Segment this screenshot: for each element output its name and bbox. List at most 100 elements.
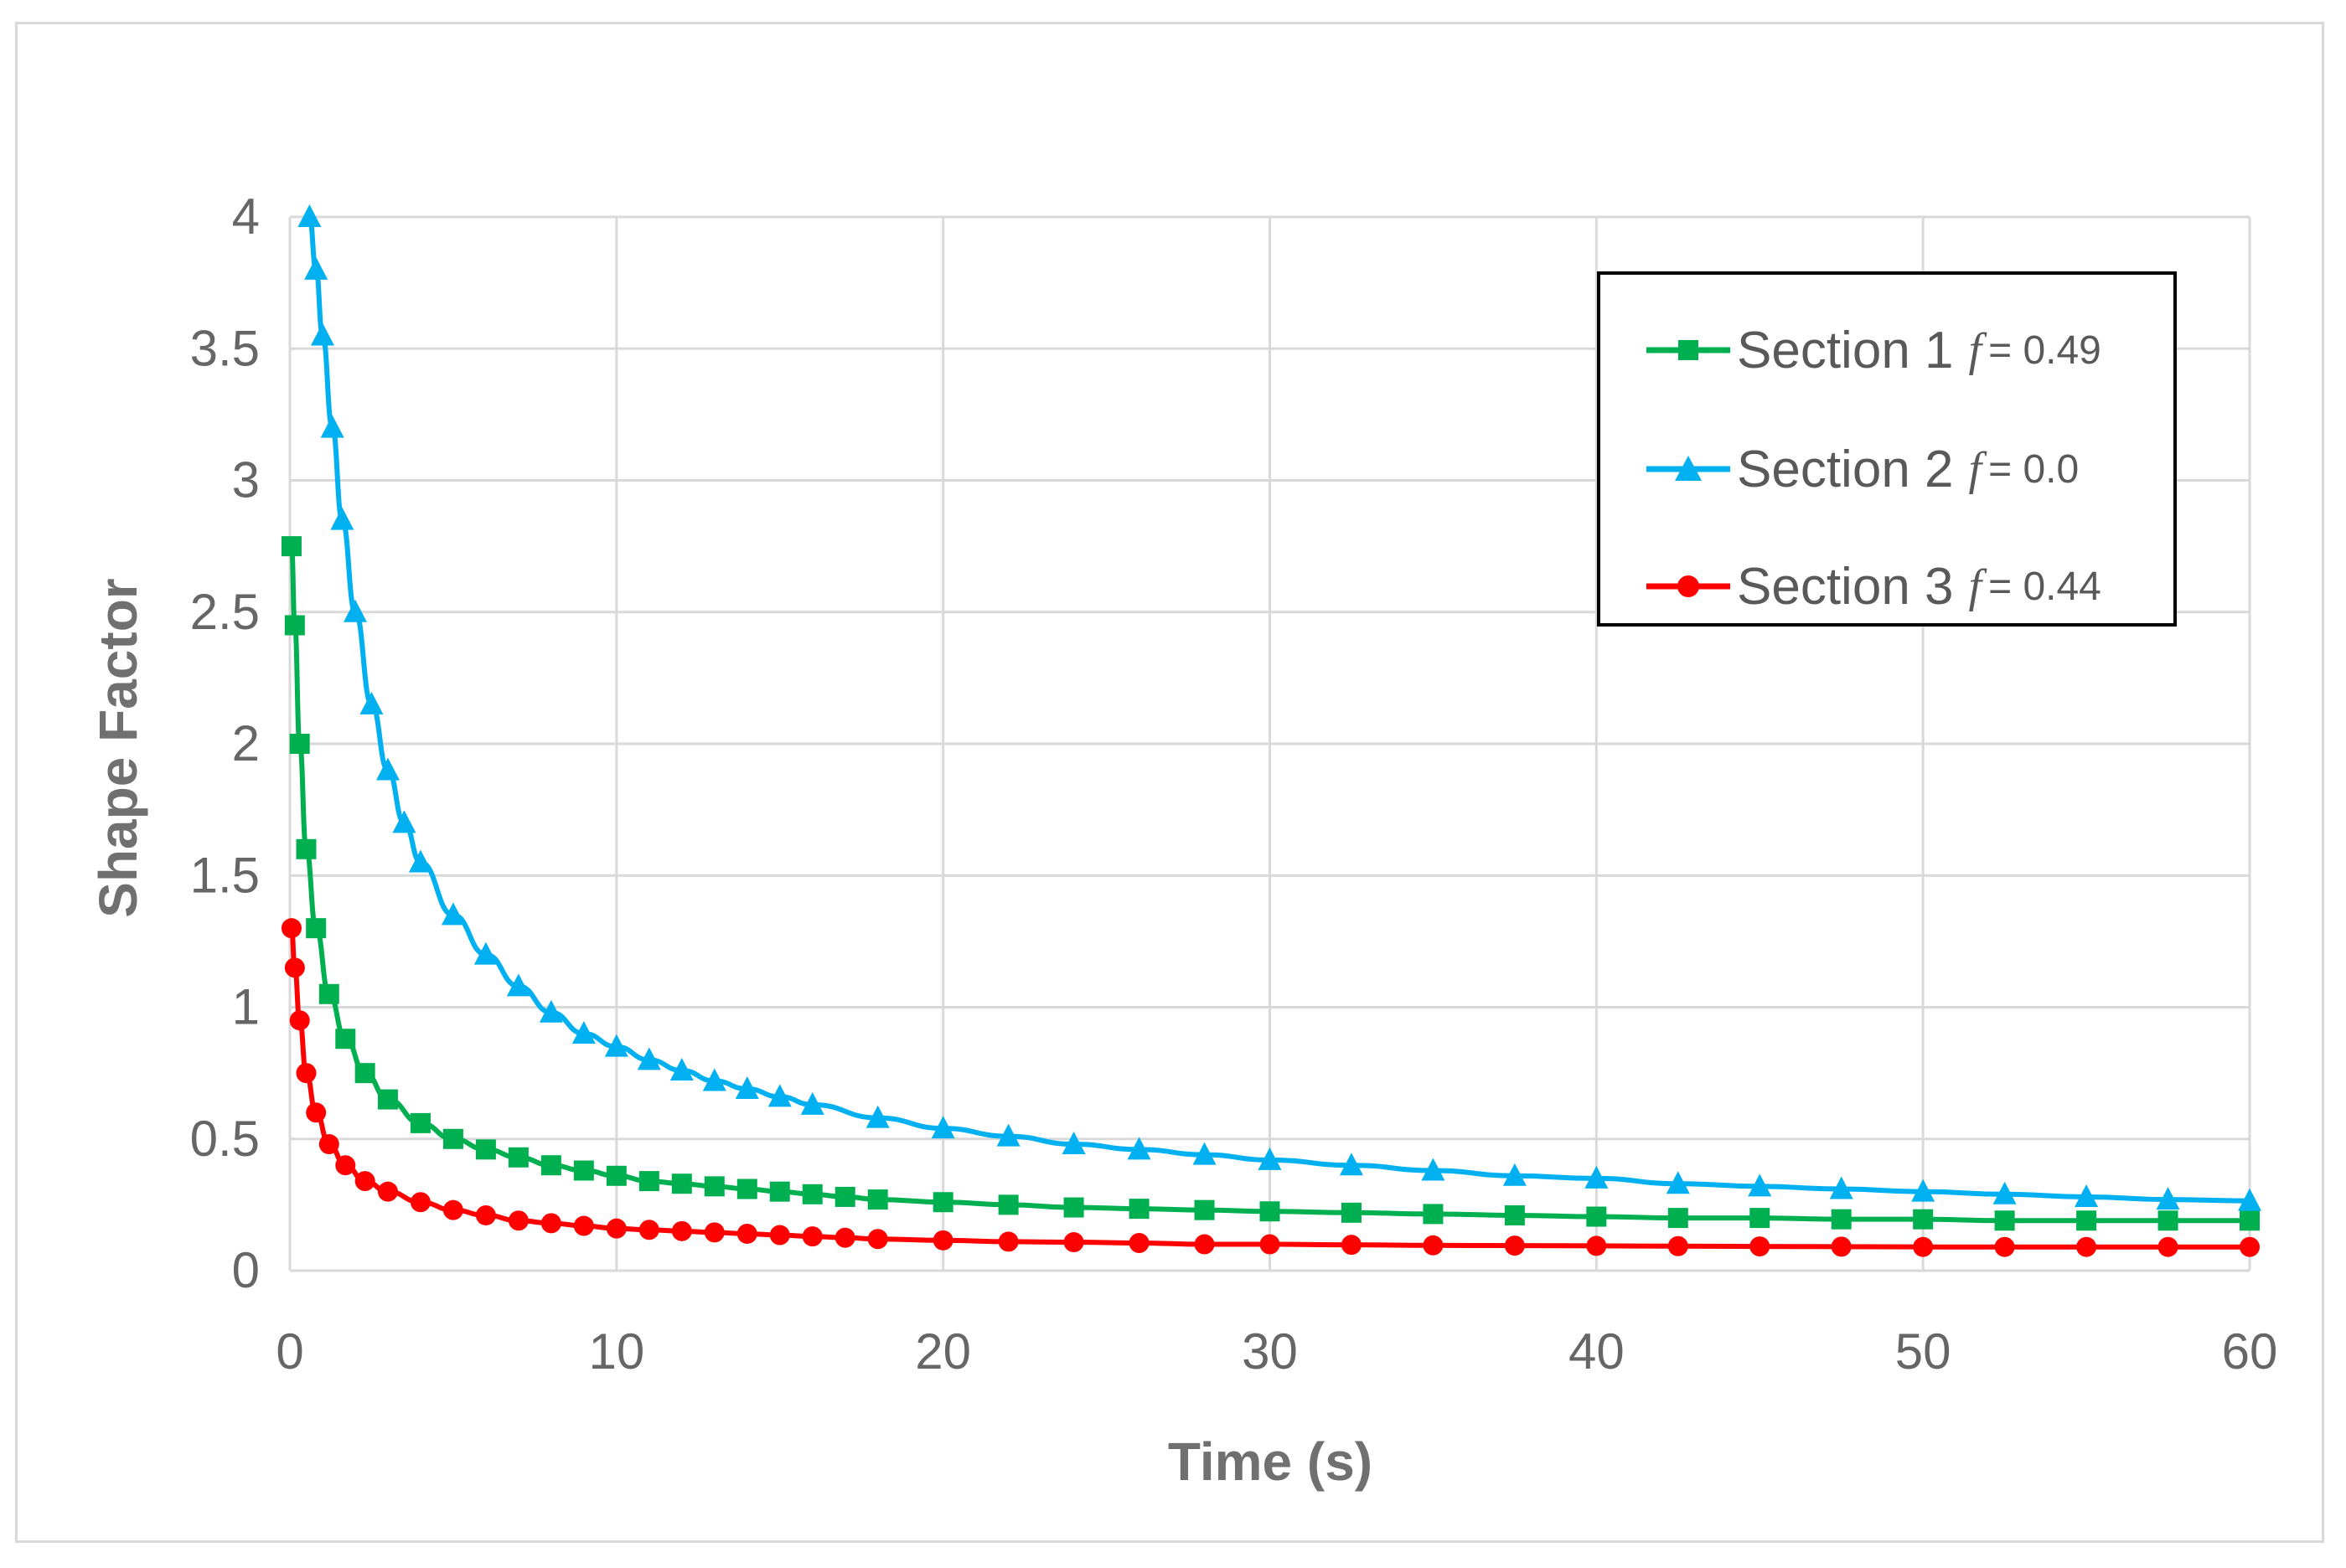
series-3-point [475, 1204, 496, 1225]
series-1-point [1341, 1202, 1362, 1223]
series-1-point [1831, 1209, 1852, 1230]
legend-f-value: = 0.0 [1988, 446, 2080, 492]
legend-label-section-3: Section 3 [1737, 557, 1954, 616]
series-1-point [442, 1128, 463, 1149]
series-2-point [637, 1047, 661, 1070]
series-1-point [284, 615, 305, 636]
series-3-point [1831, 1236, 1852, 1257]
legend: Section 1 f = 0.49 Section 2 f = 0.0 Sec… [1597, 271, 2177, 627]
series-3 [281, 918, 2260, 1257]
series-3-point [1994, 1236, 2015, 1257]
series-1-point [2157, 1210, 2178, 1231]
series-3-point [671, 1220, 692, 1241]
series-1-point [281, 536, 302, 557]
legend-item-section-2: Section 2 f = 0.0 [1646, 436, 2079, 503]
series-2-point [1829, 1176, 1853, 1199]
y-tick-label: 2.5 [190, 584, 260, 640]
series-3-point [289, 1010, 310, 1031]
y-tick-label: 4 [232, 188, 260, 245]
y-tick-label: 0 [232, 1242, 260, 1298]
x-tick-label: 40 [1568, 1323, 1625, 1380]
series-3-point [335, 1155, 356, 1176]
series-1-point [540, 1155, 561, 1176]
series-3-point [769, 1225, 790, 1246]
x-tick-label: 10 [588, 1323, 644, 1380]
series-1-point [1423, 1204, 1444, 1225]
series-2-point [473, 941, 498, 965]
series-3-point [1586, 1235, 1607, 1256]
series-2-point [735, 1075, 759, 1099]
series-1-point [410, 1112, 431, 1133]
series-2-point [866, 1105, 890, 1128]
series-2-point [1258, 1147, 1282, 1170]
series-2-point [571, 1020, 596, 1044]
series-1-point [769, 1181, 790, 1202]
legend-f-symbol: f [1968, 443, 1982, 495]
x-tick-label: 30 [1242, 1323, 1298, 1380]
legend-swatch-section-2 [1646, 456, 1730, 481]
series-3-point [638, 1220, 659, 1240]
legend-f-value: = 0.44 [1988, 564, 2101, 609]
series-2-point [1584, 1165, 1609, 1189]
series-2-point [1502, 1163, 1527, 1186]
series-1-point [1749, 1208, 1770, 1229]
series-1 [281, 536, 2260, 1231]
series-2 [297, 204, 2261, 1211]
series-3-point [1423, 1235, 1444, 1256]
series-3-point [377, 1181, 398, 1202]
series-2-point [1127, 1137, 1151, 1160]
series-3-point [1194, 1234, 1215, 1255]
series-1-point [1194, 1199, 1215, 1220]
y-tick-label: 1 [232, 979, 260, 1035]
x-axis-title: Time (s) [1168, 1431, 1372, 1492]
series-1-point [2240, 1210, 2260, 1231]
series-1-point [1259, 1201, 1280, 1222]
series-2-point [800, 1091, 824, 1115]
legend-f-value: = 0.49 [1988, 328, 2101, 373]
series-2-point [1062, 1132, 1086, 1155]
series-3-point [1749, 1236, 1770, 1257]
series-1-point [508, 1147, 529, 1168]
series-2-point [1748, 1173, 1772, 1197]
series-1-point [802, 1184, 823, 1204]
series-3-point [354, 1171, 375, 1192]
series-3-point [998, 1231, 1019, 1252]
series-1-point [671, 1173, 692, 1194]
series-3-point [1913, 1236, 1934, 1257]
series-3-point [573, 1215, 594, 1236]
series-2-point [408, 849, 432, 873]
series-1-point [1504, 1204, 1525, 1225]
y-tick-label: 3 [232, 452, 260, 508]
series-2-point [359, 691, 384, 714]
series-2-point [310, 322, 334, 346]
series-3-point [1259, 1234, 1280, 1255]
series-1-point [998, 1194, 1019, 1215]
series-3-point [1129, 1232, 1150, 1253]
series-1-point [1063, 1197, 1084, 1218]
series-layer [281, 204, 2261, 1257]
series-1-point [1994, 1210, 2015, 1231]
x-tick-label: 0 [276, 1323, 303, 1380]
series-2-point [1421, 1158, 1445, 1181]
legend-label-section-2: Section 2 [1737, 440, 1954, 498]
series-3-point [736, 1223, 757, 1244]
series-1-point [606, 1165, 627, 1186]
series-3-point [867, 1229, 888, 1250]
series-3-point [281, 918, 302, 939]
series-3-point [704, 1222, 725, 1243]
series-3-point [1504, 1235, 1525, 1256]
series-3-point [318, 1134, 339, 1155]
series-2-point [1339, 1153, 1363, 1176]
series-2-point [375, 757, 400, 781]
series-3-point [835, 1227, 855, 1248]
series-1-point [835, 1186, 855, 1207]
series-1-point [335, 1029, 356, 1050]
series-3-point [306, 1102, 327, 1123]
series-1-point [475, 1139, 496, 1160]
series-3-point [1341, 1235, 1362, 1256]
series-3-point [284, 957, 305, 978]
series-3-point [1063, 1232, 1084, 1253]
y-tick-label: 0.5 [190, 1111, 260, 1167]
series-1-point [318, 983, 339, 1004]
series-1-point [638, 1171, 659, 1192]
